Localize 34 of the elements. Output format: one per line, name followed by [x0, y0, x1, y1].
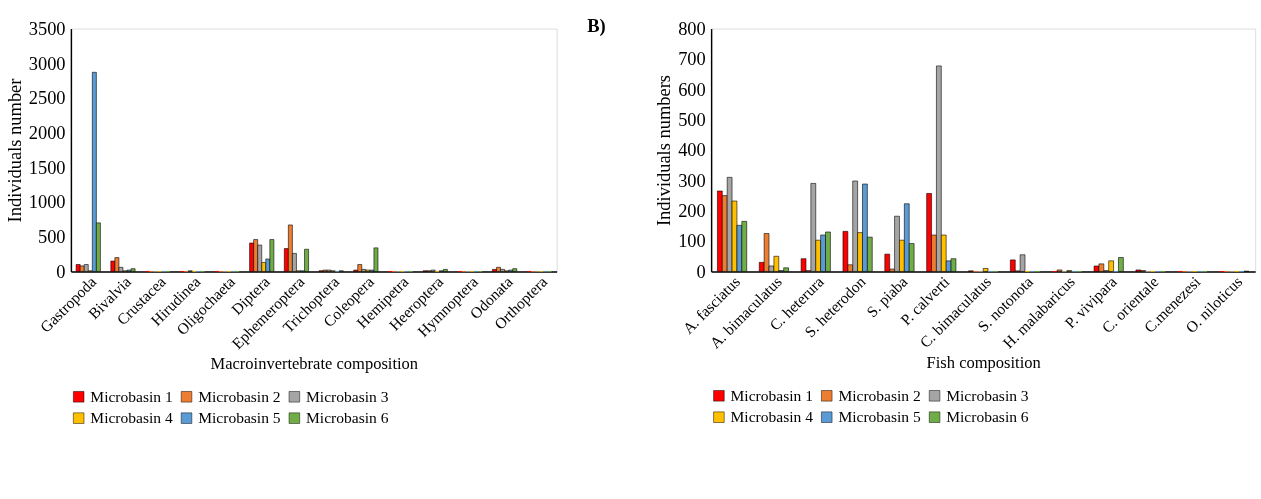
- y-tick-label: 3000: [28, 53, 66, 74]
- y-tick-label: 2500: [28, 88, 66, 109]
- y-tick-label: 2000: [28, 122, 66, 143]
- legend-label: Microbasin 6: [306, 409, 389, 427]
- y-tick-label: 1500: [28, 157, 66, 178]
- y-tick-label: 300: [678, 170, 706, 191]
- chart-title: B): [587, 15, 606, 37]
- y-tick-label: 100: [678, 231, 706, 252]
- y-axis-title: Individuals numbers: [654, 74, 675, 227]
- legend-label: Microbasin 6: [946, 408, 1029, 426]
- y-tick-label: 400: [678, 140, 706, 161]
- y-axis-title: Individuals number: [4, 78, 25, 223]
- y-tick-label: 600: [678, 79, 706, 100]
- y-tick-label: 800: [678, 18, 706, 39]
- legend-label: Microbasin 1: [730, 386, 813, 404]
- legend-label: Microbasin 5: [838, 408, 922, 426]
- y-tick-label: 700: [678, 49, 706, 70]
- y-tick-label: 500: [37, 227, 66, 248]
- legend-label: Microbasin 4: [90, 409, 173, 427]
- y-tick-label: 200: [678, 201, 706, 222]
- y-tick-label: 3500: [28, 18, 66, 39]
- legend-label: Microbasin 2: [838, 386, 921, 404]
- legend-label: Microbasin 3: [946, 386, 1029, 404]
- legend-label: Microbasin 1: [90, 387, 173, 405]
- y-tick-label: 0: [56, 261, 66, 282]
- legend-label: Microbasin 5: [198, 409, 281, 427]
- y-tick-label: 0: [696, 261, 706, 282]
- y-tick-label: 500: [678, 109, 706, 130]
- x-axis-title: Macroinvertebrate composition: [210, 353, 419, 373]
- legend-label: Microbasin 2: [198, 387, 281, 405]
- y-tick-label: 1000: [28, 192, 66, 213]
- legend-label: Microbasin 4: [730, 408, 814, 426]
- x-axis-title: Fish composition: [926, 352, 1041, 372]
- legend-label: Microbasin 3: [306, 387, 389, 405]
